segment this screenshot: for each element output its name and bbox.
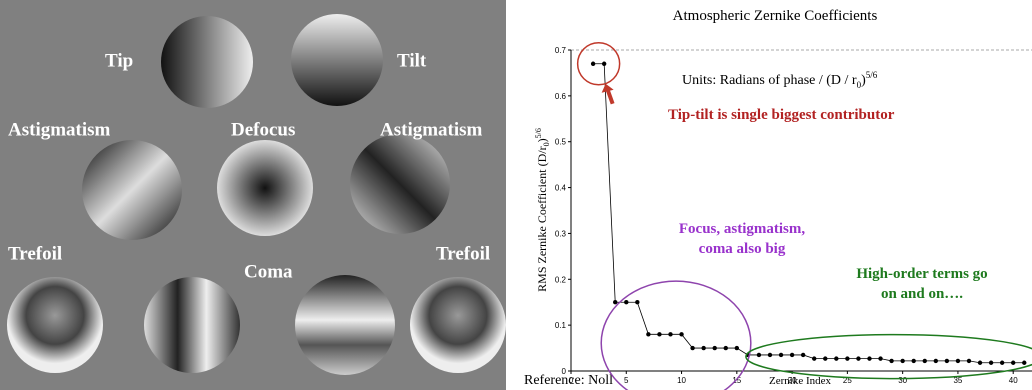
y-tick-label: 0.1 <box>555 321 567 330</box>
x-tick-label: 30 <box>898 376 907 385</box>
x-tick-label: 5 <box>624 376 629 385</box>
y-tick-label: 0.6 <box>555 92 567 101</box>
y-tick-label: 0.4 <box>555 184 567 193</box>
data-point <box>690 346 694 350</box>
chart: Atmospheric Zernike Coefficients Zernike… <box>524 8 1032 390</box>
mode-label: Trefoil <box>436 243 490 264</box>
trefoil-mode <box>410 277 506 373</box>
data-point <box>878 356 882 360</box>
astigmatism-mode <box>82 140 182 240</box>
data-point <box>1011 361 1015 365</box>
data-point <box>613 300 617 304</box>
data-point <box>978 361 982 365</box>
data-point <box>823 356 827 360</box>
data-point <box>801 353 805 357</box>
data-point <box>1000 361 1004 365</box>
mode-label: Tilt <box>397 50 427 71</box>
defocus-mode <box>217 140 313 236</box>
mode-label: Trefoil <box>8 243 62 264</box>
x-tick-label: 10 <box>677 376 686 385</box>
data-point <box>934 359 938 363</box>
data-point <box>646 332 650 336</box>
coma-mode <box>295 275 395 375</box>
figure: Tip Tilt Astigmatism Defocus Astigmatism… <box>0 0 1032 390</box>
annotation: Focus, astigmatism, <box>679 221 805 237</box>
y-label-text: RMS Zernike Coefficient (D/r <box>535 146 549 291</box>
data-point <box>967 359 971 363</box>
highlight-ellipse <box>746 335 1032 379</box>
page: Tip Tilt Astigmatism Defocus Astigmatism… <box>0 0 1032 390</box>
tilt-mode <box>291 14 383 106</box>
annotation: coma also big <box>699 241 786 257</box>
data-point <box>779 353 783 357</box>
data-point <box>668 332 672 336</box>
data-point <box>956 359 960 363</box>
data-point <box>735 346 739 350</box>
data-point <box>757 353 761 357</box>
data-point <box>591 62 595 66</box>
y-axis-label: RMS Zernike Coefficient (D/r0)5/6 <box>534 128 551 292</box>
data-point <box>856 356 860 360</box>
mode-label: Astigmatism <box>380 119 483 140</box>
y-label-sup: 5/6 <box>534 128 543 138</box>
annotation: Tip-tilt is single biggest contributor <box>668 107 895 123</box>
mode-label: Tip <box>105 50 133 71</box>
y-tick-label: 0.5 <box>555 138 567 147</box>
data-point <box>624 300 628 304</box>
x-tick-label: 20 <box>788 376 797 385</box>
data-point <box>635 300 639 304</box>
data-point <box>602 62 606 66</box>
data-point <box>768 353 772 357</box>
data-point <box>989 361 993 365</box>
highlight-ellipse <box>601 281 751 390</box>
mode-label: Astigmatism <box>8 119 111 140</box>
highlight-arrow <box>608 90 613 104</box>
chart-title: Atmospheric Zernike Coefficients <box>673 8 878 24</box>
units-note: Units: Radians of phase / (D / r0)5/6 <box>682 70 878 90</box>
data-point <box>1022 361 1026 365</box>
data-point <box>912 359 916 363</box>
data-point <box>657 332 661 336</box>
y-tick-label: 0.7 <box>555 46 567 55</box>
data-point <box>713 346 717 350</box>
annotation: on and on…. <box>881 286 963 302</box>
mode-label: Defocus <box>231 119 295 140</box>
annotation: High-order terms go <box>856 266 987 282</box>
mode-label: Coma <box>244 261 293 282</box>
y-tick-label: 0.2 <box>555 275 567 284</box>
data-point <box>923 359 927 363</box>
trefoil-mode <box>7 277 103 373</box>
data-point <box>724 346 728 350</box>
data-point <box>834 356 838 360</box>
y-tick-label: 0 <box>562 367 567 376</box>
astigmatism-mode <box>350 134 450 234</box>
data-point <box>812 356 816 360</box>
data-point <box>679 332 683 336</box>
data-point <box>867 356 871 360</box>
zernike-panel: Tip Tilt Astigmatism Defocus Astigmatism… <box>0 0 506 390</box>
data-point <box>945 359 949 363</box>
data-point <box>845 356 849 360</box>
data-point <box>701 346 705 350</box>
data-point <box>900 359 904 363</box>
y-tick-label: 0.3 <box>555 229 567 238</box>
units-text: Units: Radians of phase / (D / r <box>682 73 857 88</box>
data-point <box>790 353 794 357</box>
data-point <box>889 359 893 363</box>
tip-mode <box>161 16 253 108</box>
x-tick-label: 15 <box>732 376 741 385</box>
units-sup: 5/6 <box>866 70 878 80</box>
coma-mode <box>144 277 240 373</box>
x-tick-label: 40 <box>1009 376 1018 385</box>
x-axis-label: Zernike Index <box>769 375 831 387</box>
x-tick-label: 0 <box>569 376 574 385</box>
